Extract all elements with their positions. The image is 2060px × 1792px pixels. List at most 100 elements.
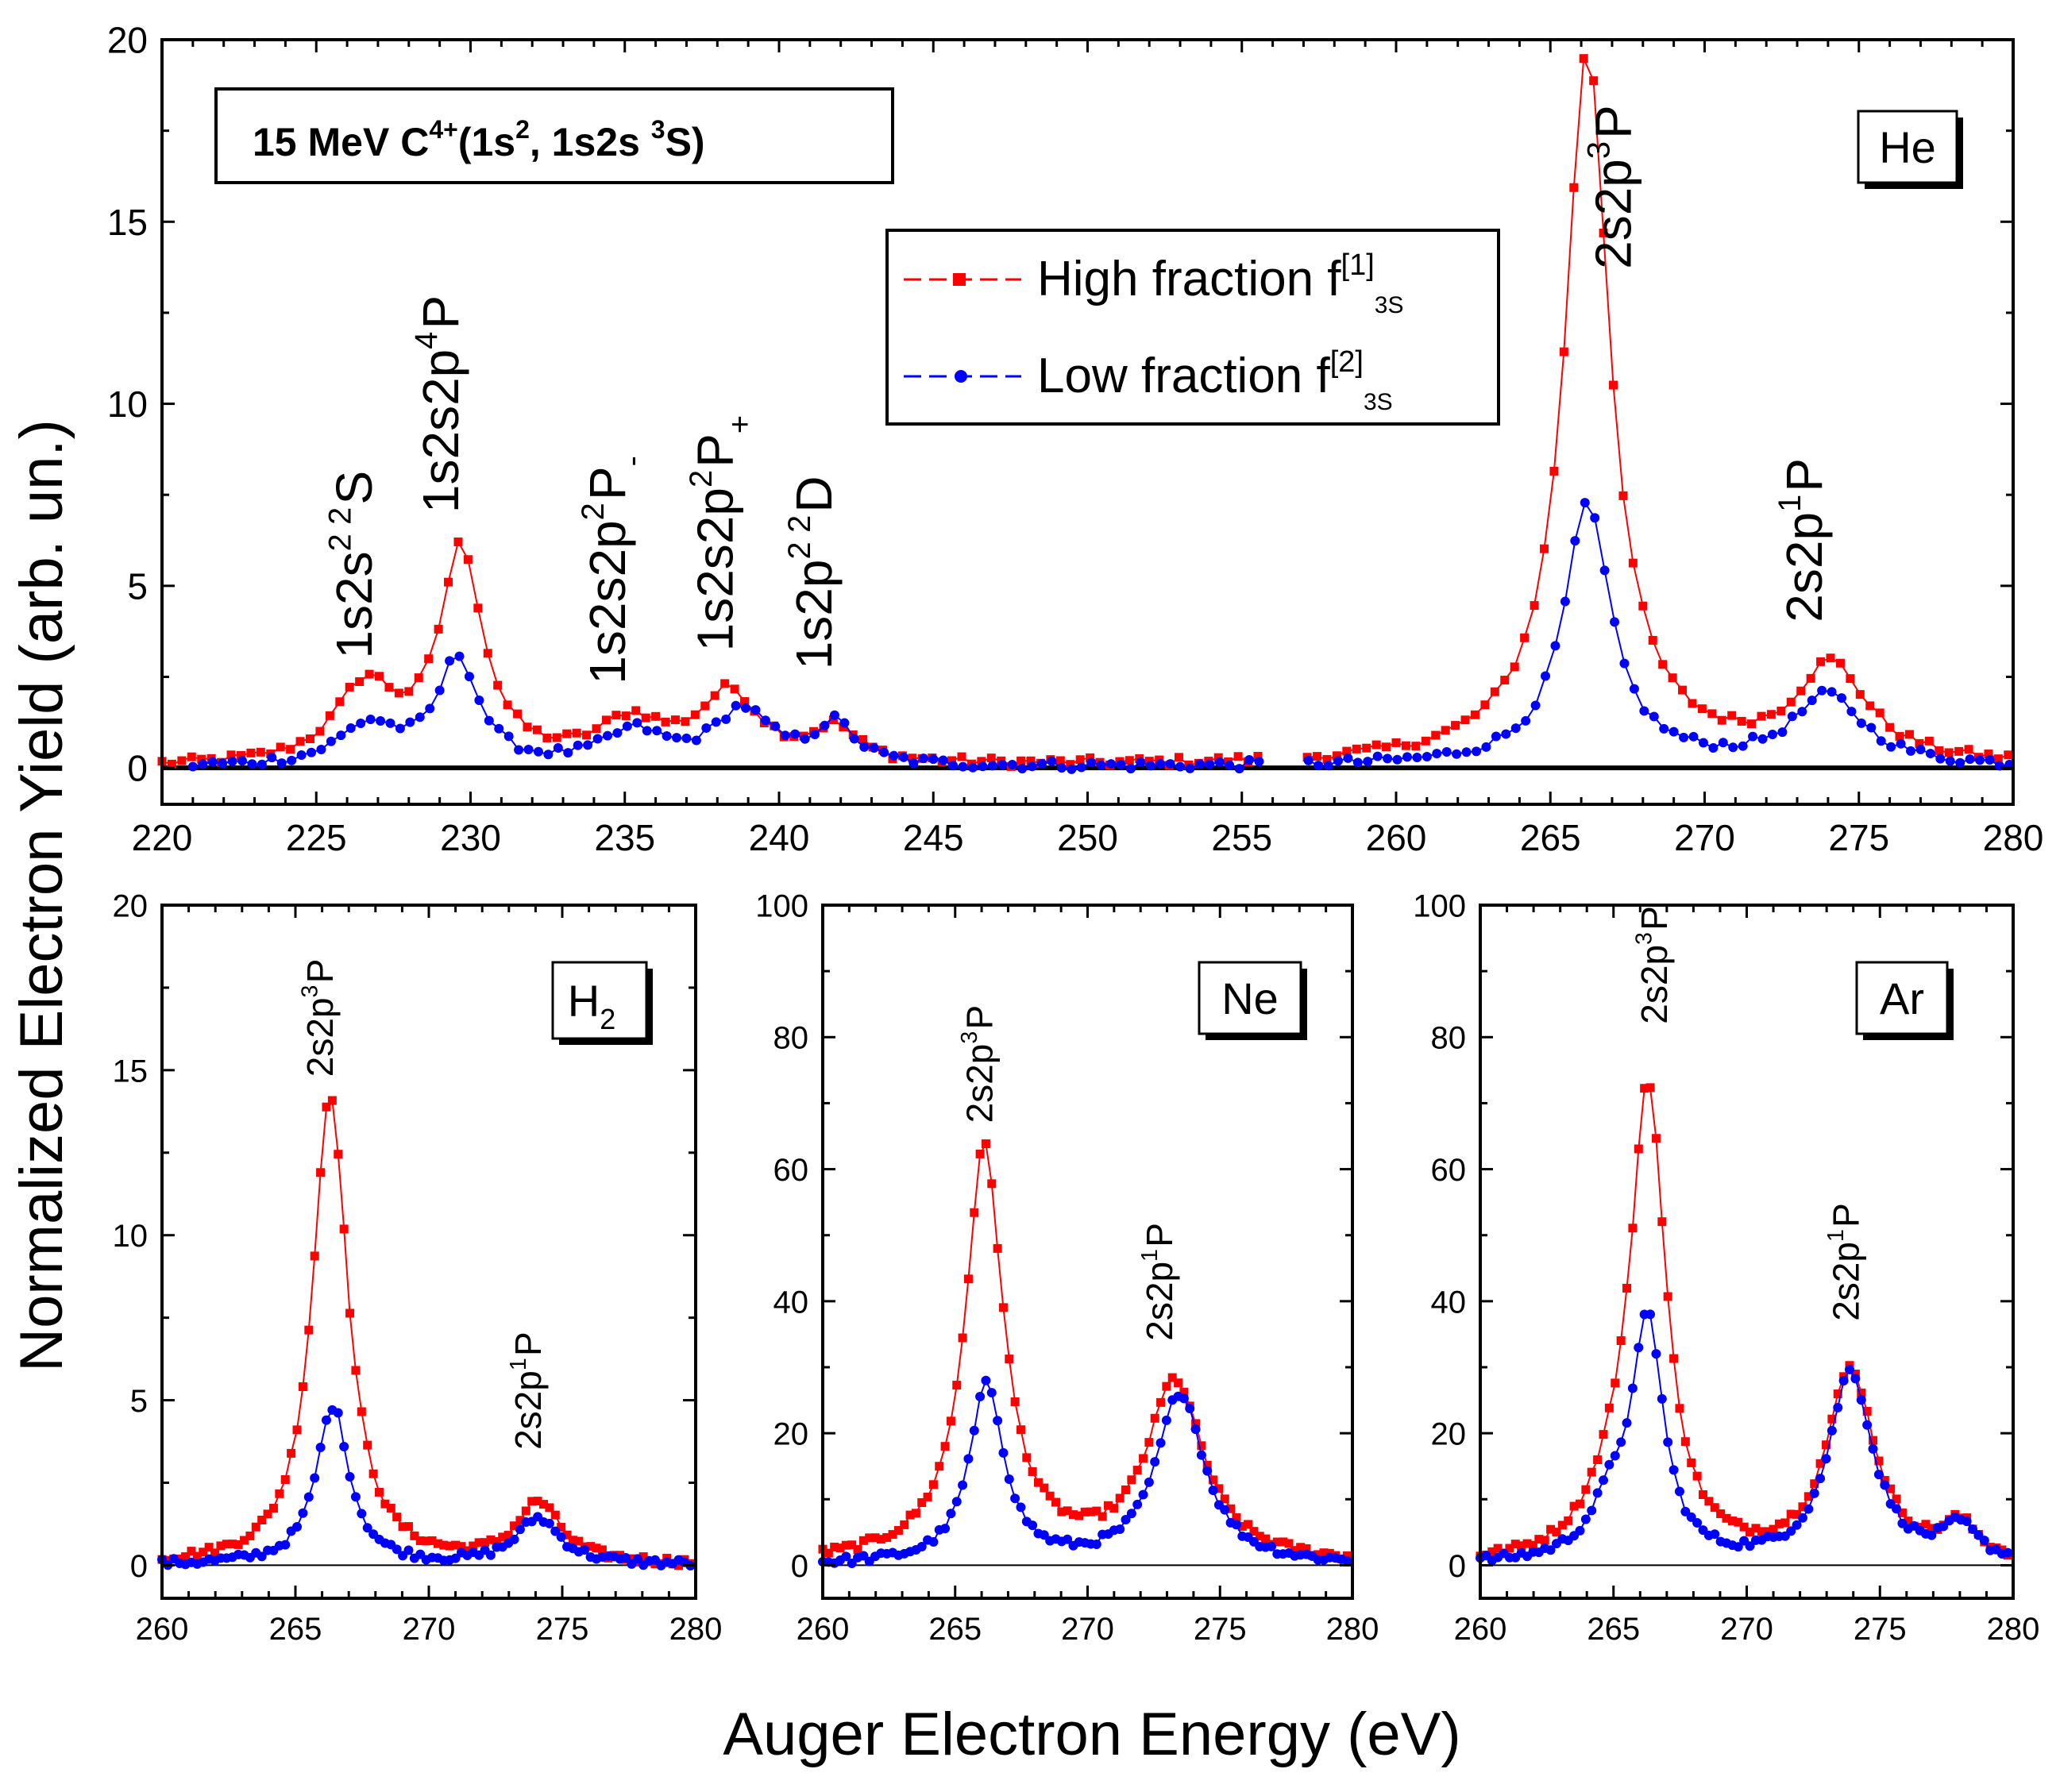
- y-tick-label: 20: [773, 1417, 809, 1452]
- point-low: [307, 747, 317, 757]
- point-low: [1786, 1526, 1796, 1536]
- y-tick-label: 80: [1431, 1021, 1467, 1056]
- point-low: [948, 761, 959, 771]
- point-low: [1254, 757, 1264, 767]
- peak-labels: 2s2p3P 2s2p1P: [957, 1005, 1180, 1341]
- point-low: [612, 728, 623, 738]
- point-high: [1616, 1336, 1626, 1346]
- point-low: [1634, 1343, 1644, 1353]
- point-high: [1599, 228, 1608, 237]
- point-high: [1716, 1509, 1726, 1519]
- point-high: [287, 1448, 296, 1458]
- point-low: [967, 762, 978, 773]
- point-high: [1220, 1494, 1229, 1504]
- point-high: [228, 1540, 237, 1549]
- point-high: [236, 750, 245, 760]
- series-line-high: [822, 1141, 1348, 1560]
- point-high: [611, 711, 621, 720]
- point-low: [523, 745, 534, 755]
- point-high: [1604, 1403, 1614, 1412]
- point-low: [503, 731, 514, 742]
- point-high: [1150, 1413, 1159, 1423]
- point-low: [1179, 1393, 1189, 1404]
- point-high: [424, 654, 434, 664]
- point-high: [1493, 1543, 1503, 1553]
- point-low: [1906, 746, 1916, 756]
- point-high: [1162, 1382, 1171, 1391]
- point-high: [503, 700, 512, 710]
- point-high: [1319, 1548, 1329, 1558]
- point-high: [532, 725, 542, 734]
- point-high: [1796, 686, 1806, 696]
- point-high: [1875, 708, 1884, 718]
- point-low: [345, 723, 356, 734]
- y-tick-label: 20: [113, 888, 149, 923]
- point-low: [841, 1551, 851, 1562]
- point-high: [1033, 1478, 1043, 1487]
- panel-h2: 260 265 270 275 280 0 5 10 15 20 H2 2s2p3P 2s2p1P: [113, 888, 723, 1647]
- point-high: [1675, 1404, 1684, 1413]
- point-high: [1104, 1501, 1113, 1510]
- peak-label: 1s2s2p4P: [409, 295, 469, 513]
- point-low: [1767, 729, 1777, 739]
- y-tick-label: 15: [107, 202, 148, 243]
- point-high: [1710, 1503, 1719, 1513]
- point-high: [315, 726, 325, 736]
- point-high: [216, 1541, 226, 1551]
- point-low: [1639, 706, 1649, 716]
- point-high: [1658, 660, 1668, 669]
- point-high: [445, 1541, 454, 1551]
- point-high: [1075, 755, 1085, 765]
- point-high: [1127, 1475, 1136, 1485]
- point-low: [227, 756, 237, 766]
- point-low: [1965, 754, 1975, 765]
- point-low: [1432, 749, 1442, 759]
- point-low: [296, 750, 307, 760]
- point-low: [1668, 726, 1679, 737]
- point-low: [514, 745, 524, 755]
- point-low: [1116, 759, 1126, 769]
- point-high: [1628, 558, 1638, 568]
- point-low: [1845, 1364, 1855, 1374]
- point-high: [1431, 730, 1441, 740]
- point-low: [1663, 1437, 1673, 1447]
- point-low: [681, 733, 692, 743]
- x-tick-label: 265: [1587, 1612, 1640, 1647]
- point-high: [1645, 1083, 1655, 1093]
- y-tick-label: 5: [130, 1384, 148, 1419]
- x-axis-label: Auger Electron Energy (eV): [723, 1701, 1460, 1768]
- point-high: [1490, 687, 1499, 696]
- point-high: [1253, 751, 1263, 761]
- point-high: [1821, 1440, 1830, 1450]
- point-low: [1521, 715, 1531, 726]
- point-low: [1862, 1420, 1873, 1430]
- point-high: [998, 1303, 1008, 1312]
- point-high: [1609, 380, 1618, 390]
- point-low: [1530, 700, 1541, 711]
- point-low: [1868, 1443, 1878, 1454]
- point-low: [958, 761, 968, 772]
- point-low: [385, 718, 395, 728]
- point-high: [1480, 700, 1490, 710]
- peak-labels: 1s2s22S 1s2s2p4P 1s2s2p2P- 1s2s2p2P+ 1s2p22D…: [322, 105, 1833, 684]
- point-high: [562, 729, 572, 738]
- point-low: [1115, 1524, 1125, 1534]
- point-high: [1505, 1543, 1514, 1553]
- point-high: [1634, 1144, 1643, 1154]
- point-low: [405, 717, 415, 727]
- point-high: [1815, 1459, 1825, 1468]
- point-low: [1610, 617, 1620, 627]
- point-low: [918, 753, 928, 764]
- point-low: [847, 1559, 857, 1569]
- point-high: [295, 737, 305, 746]
- point-high: [257, 1515, 267, 1524]
- point-low: [592, 734, 603, 744]
- y-tick-label: 20: [107, 20, 148, 61]
- point-low: [810, 730, 820, 740]
- point-low: [701, 723, 712, 733]
- point-high: [638, 1552, 648, 1562]
- point-high: [690, 710, 700, 719]
- point-high: [1470, 710, 1479, 719]
- point-low: [1027, 761, 1037, 772]
- point-high: [1132, 1466, 1142, 1475]
